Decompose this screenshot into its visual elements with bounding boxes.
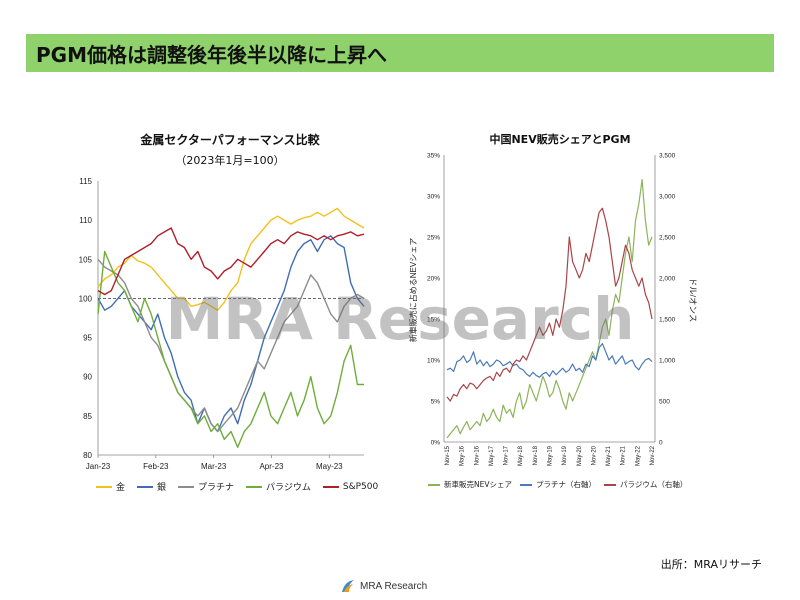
- chart2-x-tick: May-17: [489, 445, 495, 466]
- chart2-x-tick: Nov-21: [621, 445, 627, 465]
- chart2-y2-tick: 2,000: [659, 276, 676, 283]
- chart2-y-label: 新車販売に占めるNEVシェア: [408, 238, 418, 342]
- chart2-y2-tick: 2,500: [659, 235, 676, 242]
- chart1-legend-item: パラジウム: [246, 480, 311, 493]
- chart2-x-tick: Nov-19: [562, 445, 568, 465]
- chart2-y2-tick: 0: [659, 440, 663, 447]
- chart2-y2-tick: 1,500: [659, 317, 676, 324]
- chart1-y-tick: 80: [83, 451, 92, 460]
- chart1-legend-swatch: [246, 485, 263, 488]
- chart1-legend-swatch: [137, 485, 154, 488]
- chart2-series-1: [446, 343, 653, 378]
- chart2-y-tick: 0%: [431, 440, 441, 447]
- chart2-x-tick: May-19: [548, 445, 554, 466]
- chart2-series-0: [446, 179, 653, 439]
- chart1-x-tick: May-23: [316, 462, 343, 471]
- chart2-y2-tick: 1,000: [659, 358, 676, 365]
- chart2-y2-tick: 500: [659, 399, 670, 406]
- title-bar: PGM価格は調整後年後半以降に上昇へ: [26, 34, 774, 72]
- chart1-series-0: [97, 207, 365, 311]
- chart1-legend: 金 銀 プラチナ パラジウム S&P500: [96, 480, 390, 493]
- chart2-y-tick: 15%: [427, 317, 440, 324]
- chart1-y-tick: 90: [83, 373, 92, 382]
- chart1-legend-swatch: [178, 485, 195, 488]
- chart2-y-tick: 5%: [431, 399, 441, 406]
- chart2-title: 中国NEV販売シェアとPGM: [489, 133, 631, 146]
- chart1-legend-item: 金: [96, 480, 125, 493]
- chart2-legend-item: プラチナ（右軸）: [519, 479, 596, 490]
- chart1-y-tick: 100: [79, 294, 93, 303]
- chart1-series-2: [97, 258, 365, 433]
- chart2-y2-tick: 3,000: [659, 194, 676, 201]
- chart2-x-tick: Nov-18: [533, 445, 539, 465]
- chart2-legend-swatch: [428, 483, 440, 486]
- chart2-x-tick: May-18: [518, 445, 524, 466]
- chart1-legend-item: プラチナ: [178, 480, 234, 493]
- chart1-y-tick: 95: [83, 334, 92, 343]
- chart2-y-tick: 30%: [427, 194, 440, 201]
- chart2-x-tick: May-21: [606, 445, 612, 466]
- logo: MRA Research: [340, 578, 427, 594]
- chart2-x-tick: May-20: [577, 445, 583, 466]
- chart1-legend-label: プラチナ: [198, 483, 235, 493]
- chart1-legend-label: 銀: [157, 483, 167, 493]
- source-note: 出所：MRAリサーチ: [660, 558, 762, 571]
- chart1-x-tick: Jan-23: [86, 462, 111, 471]
- chart1-x-tick: Feb-23: [143, 462, 169, 471]
- chart1-y-tick: 85: [83, 412, 92, 421]
- chart1-series-4: [97, 227, 365, 296]
- chart1-legend-swatch: [322, 485, 339, 488]
- chart2-legend-item: パラジウム（右軸）: [603, 479, 688, 490]
- chart2-y2-tick: 3,500: [659, 153, 676, 160]
- chart2-x-tick: Nov-17: [504, 445, 510, 465]
- chart2-x-tick: May-22: [635, 445, 641, 466]
- logo-icon: [342, 580, 354, 592]
- chart1-legend-item: 銀: [137, 480, 166, 493]
- chart2-legend-item: 新車販売NEVシェア: [428, 479, 512, 490]
- chart2-y-tick: 20%: [427, 276, 440, 283]
- chart2-y-tick: 10%: [427, 358, 440, 365]
- chart1-y-tick: 110: [79, 216, 92, 225]
- chart1-x-tick: Apr-23: [259, 462, 284, 471]
- page-title: PGM価格は調整後年後半以降に上昇へ: [36, 42, 387, 67]
- chart2-series-2: [446, 207, 653, 402]
- chart1-legend-label: パラジウム: [266, 483, 311, 493]
- chart1-title: 金属セクターパフォーマンス比較: [140, 133, 320, 147]
- chart1-y-tick: 105: [79, 255, 93, 264]
- chart2-legend-label: パラジウム（右軸）: [619, 480, 688, 489]
- chart1-legend-swatch: [96, 485, 112, 488]
- chart2-y2-label: ドル/オンス: [688, 278, 698, 323]
- chart2-y-tick: 35%: [427, 153, 440, 160]
- chart1-legend-label: S&P500: [342, 481, 379, 492]
- chart2-legend-swatch: [603, 483, 616, 486]
- chart1-series-3: [97, 250, 364, 448]
- chart1-legend-label: 金: [116, 483, 126, 493]
- chart2-x-tick: Nov-16: [474, 445, 480, 465]
- chart1-series-1: [97, 235, 365, 433]
- chart1-subtitle: （2023年1月=100）: [175, 154, 285, 167]
- chart2-y-tick: 25%: [427, 235, 440, 242]
- logo-text: MRA Research: [360, 580, 428, 592]
- chart2-legend-swatch: [519, 483, 532, 486]
- chart1-x-tick: Mar-23: [201, 462, 227, 471]
- chart2-legend: 新車販売NEVシェア プラチナ（右軸） パラジウム（右軸）: [428, 479, 695, 490]
- chart2-legend-label: プラチナ（右軸）: [535, 480, 596, 489]
- chart1-legend-item: S&P500: [322, 481, 379, 492]
- chart2-x-tick: Nov-20: [591, 445, 597, 465]
- chart2-legend-label: 新車販売NEVシェア: [444, 480, 512, 489]
- chart2-x-tick: Nov-15: [445, 445, 451, 465]
- chart2-x-tick: Nov-22: [650, 445, 656, 465]
- chart2-x-tick: May-16: [460, 445, 466, 466]
- chart1-y-tick: 115: [79, 177, 92, 186]
